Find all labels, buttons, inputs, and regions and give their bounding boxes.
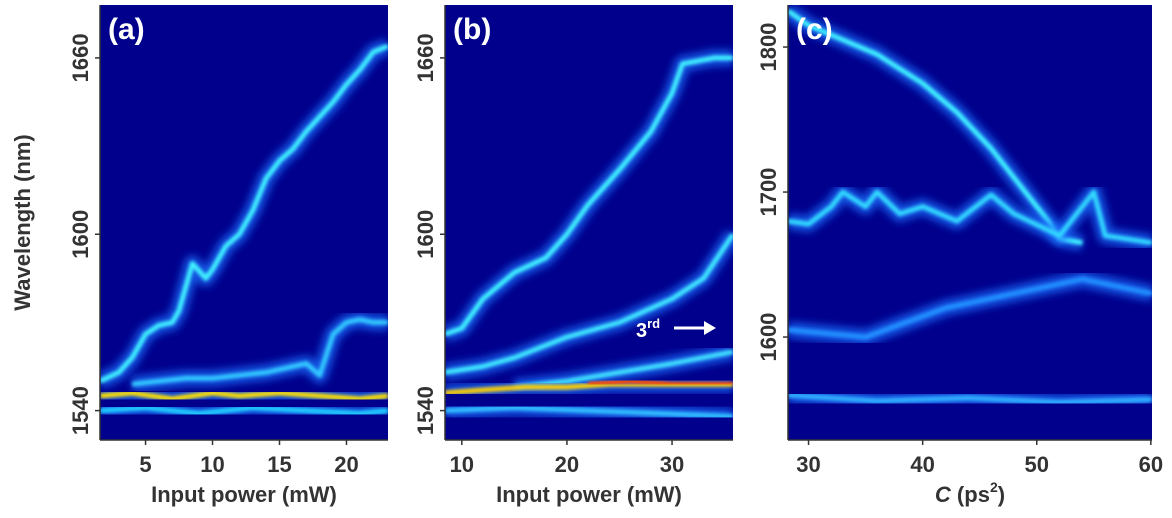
- plot-area: [788, 5, 1152, 411]
- ridge: [445, 55, 733, 337]
- x-axis-label-part: ): [998, 482, 1005, 507]
- panel-label: (a): [108, 13, 145, 46]
- x-axis-label: C (ps2): [935, 479, 1005, 507]
- x-tick-label: 10: [450, 452, 474, 477]
- panel-label: (b): [453, 13, 491, 46]
- ridge: [445, 232, 733, 375]
- x-axis-label: Input power (mW): [496, 482, 682, 507]
- ridge: [788, 276, 1152, 340]
- annotation: 3rd: [636, 316, 660, 342]
- x-axis-label-part: 2: [990, 479, 998, 495]
- x-axis-label-part: C: [935, 482, 952, 507]
- plot-background: [788, 5, 1152, 440]
- x-tick-label: 50: [1025, 452, 1049, 477]
- x-tick-label: 60: [1139, 452, 1163, 477]
- ridge: [587, 378, 733, 387]
- annotation-text: 3: [636, 320, 647, 342]
- x-tick-label: 15: [267, 452, 291, 477]
- y-tick-label: 1600: [413, 210, 438, 259]
- y-tick-label: 1540: [68, 386, 93, 435]
- x-tick-label: 30: [796, 452, 820, 477]
- y-tick-label: 1660: [68, 33, 93, 82]
- y-tick-label: 1800: [756, 23, 781, 72]
- ridge: [100, 43, 388, 384]
- ridge: [100, 390, 388, 402]
- y-tick-label: 1600: [756, 313, 781, 362]
- x-tick-label: 40: [910, 452, 934, 477]
- y-axis-label: Wavelength (nm): [10, 134, 35, 310]
- y-tick-label: 1600: [68, 210, 93, 259]
- ridge: [131, 317, 388, 387]
- x-tick-label: 5: [139, 452, 151, 477]
- ridge: [445, 405, 733, 419]
- y-tick-label: 1660: [413, 33, 438, 82]
- x-tick-label: 20: [334, 452, 358, 477]
- x-tick-label: 10: [200, 452, 224, 477]
- ridge: [788, 189, 1152, 246]
- x-axis-label-part: (ps: [951, 482, 990, 507]
- panel-label: (c): [796, 13, 833, 46]
- ridge: [788, 392, 1152, 405]
- y-tick-label: 1540: [413, 386, 438, 435]
- x-tick-label: 30: [660, 452, 684, 477]
- y-tick-label: 1700: [756, 168, 781, 217]
- plot-area: [445, 49, 733, 425]
- x-tick-label: 20: [555, 452, 579, 477]
- annotation-arrowhead: [704, 321, 716, 335]
- ridge: [100, 405, 388, 416]
- x-axis-label: Input power (mW): [151, 482, 337, 507]
- plot-area: [100, 38, 388, 422]
- annotation-sup: rd: [647, 316, 660, 331]
